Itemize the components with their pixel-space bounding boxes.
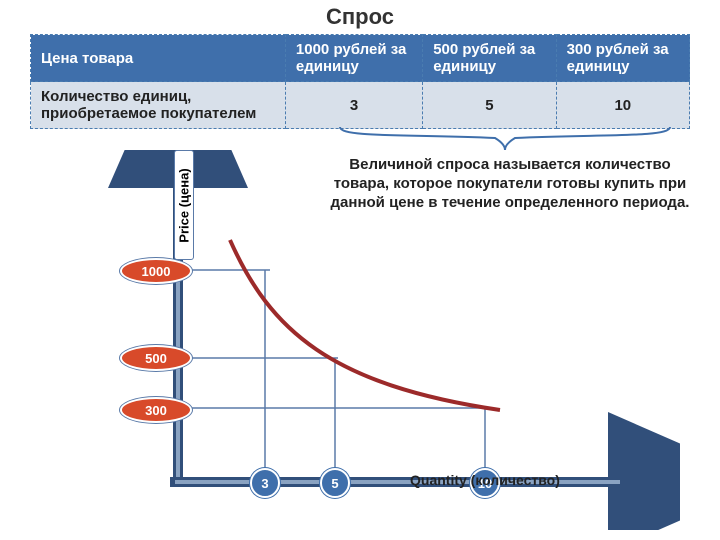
th-500: 500 рублей за единицу (423, 35, 556, 82)
y-tick-500: 500 (120, 345, 192, 371)
y-axis-label-box: Price (цена) (174, 150, 194, 260)
x-axis-label: Quantity (количество) (410, 472, 560, 488)
td-qty-0: 3 (285, 82, 422, 129)
th-1000: 1000 рублей за единицу (285, 35, 422, 82)
y-tick-1000: 1000 (120, 258, 192, 284)
demand-table: Цена товара 1000 рублей за единицу 500 р… (30, 34, 690, 129)
brace-icon (335, 124, 675, 152)
y-tick-300: 300 (120, 397, 192, 423)
th-price: Цена товара (31, 35, 286, 82)
td-qty-label: Количество единиц, приобретаемое покупат… (31, 82, 286, 129)
x-tick-5: 5 (320, 468, 350, 498)
demand-chart: Price (цена) 1000 500 300 3 5 10 Quantit… (100, 150, 680, 530)
td-qty-2: 10 (556, 82, 689, 129)
th-300: 300 рублей за единицу (556, 35, 689, 82)
y-axis-label: Price (цена) (177, 168, 192, 242)
x-tick-3: 3 (250, 468, 280, 498)
page-title: Спрос (0, 0, 720, 30)
td-qty-1: 5 (423, 82, 556, 129)
